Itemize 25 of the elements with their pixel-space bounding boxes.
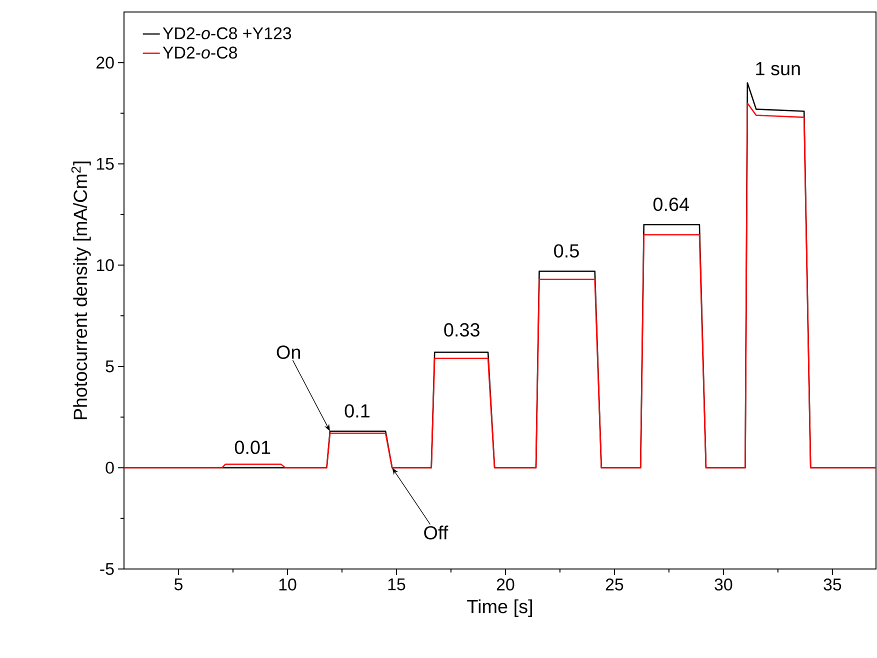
annotation: 0.5 bbox=[554, 244, 579, 258]
y-tick-label: 20 bbox=[96, 56, 114, 69]
y-tick-label: -5 bbox=[100, 563, 114, 575]
x-tick-label: 30 bbox=[714, 578, 732, 591]
y-tick-label: 10 bbox=[96, 259, 114, 272]
annotation: 0.64 bbox=[653, 198, 689, 212]
x-tick-label: 15 bbox=[388, 578, 406, 590]
legend-label: YD2-o-C8 bbox=[162, 46, 237, 59]
y-tick-label: 15 bbox=[96, 158, 114, 170]
x-tick-label: 20 bbox=[496, 578, 514, 591]
annotation: 0.1 bbox=[344, 404, 370, 418]
y-tick-label: 0 bbox=[106, 462, 114, 474]
annotation: Off bbox=[424, 526, 448, 540]
annotation: 1 sun bbox=[756, 62, 800, 76]
x-tick-label: 35 bbox=[824, 578, 842, 591]
annotation: 0.01 bbox=[234, 440, 270, 454]
x-axis-title: Time [s] bbox=[467, 599, 532, 617]
annotation: 0.33 bbox=[444, 323, 480, 337]
y-axis-title: Photocurrent density [mA/Cm$^{2}$] bbox=[71, 162, 91, 420]
x-tick-label: 5 bbox=[174, 578, 182, 590]
annotation: On bbox=[276, 346, 300, 359]
legend-label: YD2-o-C8 +Y123 bbox=[162, 27, 292, 40]
y-tick-label: 5 bbox=[106, 360, 114, 372]
x-tick-label: 25 bbox=[606, 578, 624, 591]
x-tick-label: 10 bbox=[279, 578, 296, 591]
